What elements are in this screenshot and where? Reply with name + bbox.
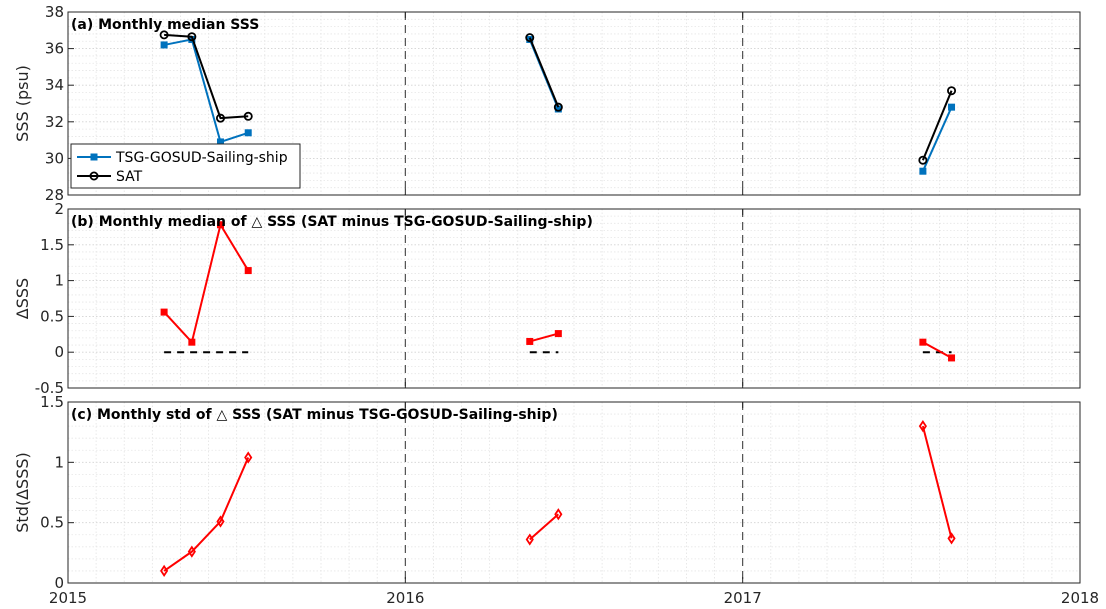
data-point: [244, 267, 252, 275]
y-tick-label: 36: [45, 40, 64, 58]
y-tick-label: 1: [54, 453, 64, 471]
data-point: [918, 420, 927, 433]
panel-c: 0 0.5 1 1.5 2015 2016 2017 2018 (c) Monthly st…: [13, 393, 1099, 607]
panel-c-title: (c) Monthly std of △ SSS (SAT minus TSG-…: [71, 407, 558, 423]
y-tick-label: 0.5: [40, 307, 64, 325]
data-point: [554, 330, 562, 338]
series-line: [164, 33, 249, 120]
data-point: [244, 451, 253, 464]
y-tick-label: 38: [45, 3, 64, 21]
data-point: [948, 354, 956, 362]
x-tick-label: 2015: [49, 589, 87, 607]
data-point: [947, 532, 956, 545]
panel-a-title: (a) Monthly median SSS: [71, 17, 259, 33]
x-tick-label: 2017: [724, 589, 762, 607]
series-line: [922, 341, 953, 359]
y-tick-label: 0: [54, 343, 64, 361]
y-tick-label: 1.5: [40, 393, 64, 411]
data-point: [187, 32, 197, 42]
y-tick-label: 32: [45, 113, 64, 131]
series-1: [159, 30, 957, 165]
series-line: [528, 37, 560, 108]
data-point: [159, 30, 169, 40]
data-point: [553, 102, 563, 112]
x-tick-label: 2016: [386, 589, 424, 607]
data-point: [947, 86, 957, 96]
data-point: [525, 33, 535, 43]
series-line: [529, 513, 559, 541]
data-point: [948, 103, 956, 111]
series-0: [160, 420, 956, 578]
data-point: [243, 111, 253, 121]
legend-label: TSG-GOSUD-Sailing-ship: [115, 150, 288, 166]
series-line: [921, 425, 953, 539]
data-point: [919, 338, 927, 346]
series-0: [160, 221, 956, 362]
data-point: [216, 515, 225, 528]
data-point: [188, 338, 196, 346]
data-point: [215, 113, 225, 123]
plot-area: [68, 209, 1080, 388]
axes-box: [67, 11, 1081, 196]
panel-b: -0.5 0 0.5 1 1.5 2 (b) Monthly median of △ SS…: [13, 200, 1081, 397]
data-point: [160, 564, 169, 578]
data-point: [160, 308, 168, 316]
data-point: [244, 129, 252, 137]
data-point: [525, 533, 534, 546]
data-point: [526, 337, 534, 345]
y-tick-label: 0.5: [40, 514, 64, 532]
data-point: [554, 508, 563, 521]
series-line: [163, 223, 250, 344]
axes-box: [67, 401, 1081, 584]
y-tick-label: 28: [45, 186, 64, 204]
y-tick-label: 2: [54, 200, 64, 218]
series-line: [529, 332, 559, 343]
y-tick-label: 0: [54, 574, 64, 592]
data-point: [90, 153, 98, 161]
series-line: [921, 90, 953, 161]
legend-label: SAT: [116, 169, 143, 185]
data-point: [216, 221, 224, 229]
data-point: [918, 155, 928, 165]
y-tick-label: 1: [54, 272, 64, 290]
panel-b-ylabel: ΔSSS: [13, 278, 32, 319]
data-point: [89, 171, 99, 181]
series-line: [163, 457, 250, 572]
panel-c-ylabel: Std(ΔSSS): [13, 452, 32, 532]
y-tick-label: 1.5: [40, 236, 64, 254]
x-tick-label: 2018: [1061, 589, 1099, 607]
data-point: [160, 41, 168, 49]
panel-a: 28 30 32 34 36 38 (a) Monthly median SSS SSS …: [13, 3, 1081, 204]
panel-b-title: (b) Monthly median of △ SSS (SAT minus T…: [71, 214, 593, 230]
panel-a-ylabel: SSS (psu): [13, 65, 32, 142]
series-line: [921, 106, 953, 172]
y-tick-label: 34: [45, 76, 64, 94]
axes-box: [67, 208, 1081, 389]
data-point: [187, 545, 196, 558]
y-tick-label: 30: [45, 149, 64, 167]
y-tick-label: -0.5: [35, 379, 64, 397]
data-point: [919, 167, 927, 175]
plot-area: [68, 402, 1080, 583]
legend-box: [70, 143, 301, 189]
legend: TSG-GOSUD-Sailing-ship SAT: [70, 143, 301, 189]
series-line: [163, 38, 249, 143]
